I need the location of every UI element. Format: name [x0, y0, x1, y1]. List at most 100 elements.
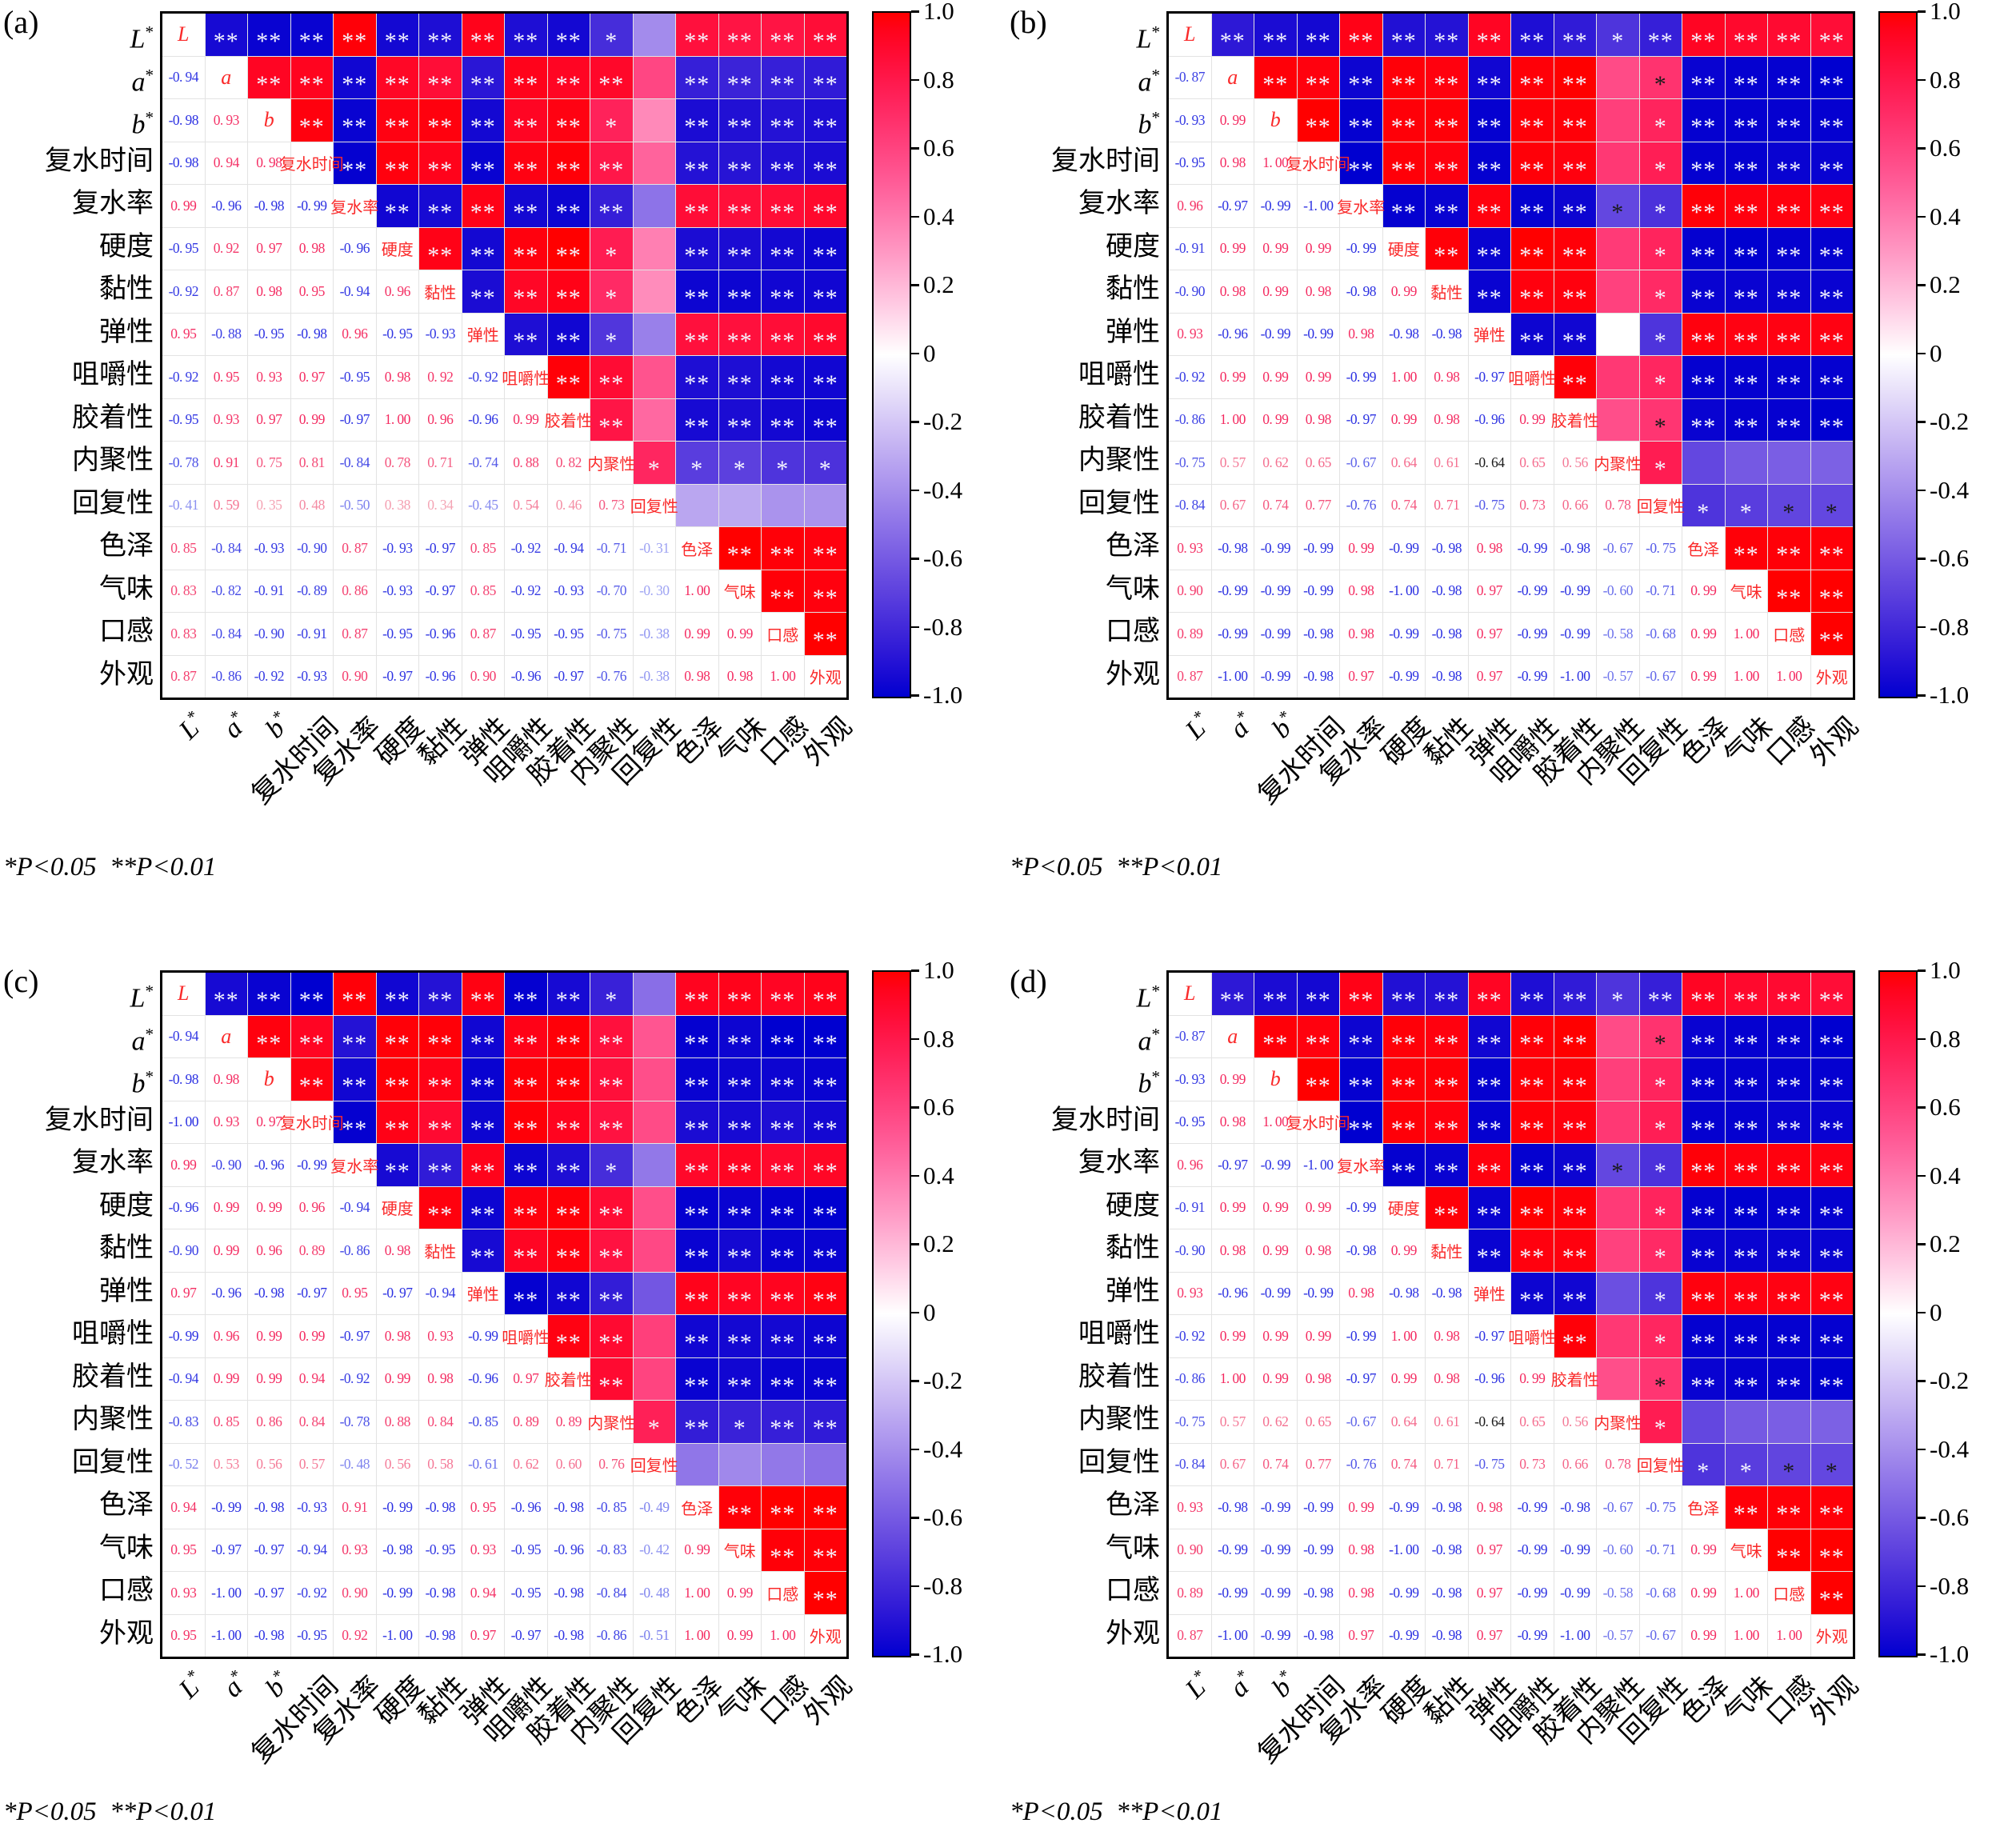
correlation-value-cell: -0. 99: [1297, 1529, 1339, 1571]
heatmap-cell: **: [1511, 1186, 1554, 1229]
correlation-value: 0. 95: [170, 326, 197, 342]
correlation-value: 0. 66: [1562, 1456, 1589, 1473]
heatmap-cell: **: [676, 1357, 718, 1400]
correlation-value-cell: -0. 96: [1468, 1357, 1510, 1400]
correlation-value: 0. 93: [213, 411, 240, 428]
heatmap-cell: **: [1554, 1101, 1596, 1143]
correlation-value-cell: -0. 93: [376, 570, 418, 612]
correlation-value-cell: 0. 93: [1169, 1272, 1211, 1314]
correlation-value: 0. 56: [256, 1456, 282, 1473]
heatmap-cell: **: [718, 1357, 761, 1400]
correlation-value-cell: -0. 99: [1382, 1486, 1425, 1529]
heatmap-cell: **: [376, 1015, 418, 1057]
correlation-value-cell: 0. 65: [1297, 442, 1339, 484]
correlation-value-cell: 0. 62: [1254, 442, 1297, 484]
diagonal-label: 弹性: [1468, 313, 1510, 355]
heatmap-cell: **: [1768, 1144, 1810, 1186]
correlation-value: -0. 98: [1218, 1498, 1248, 1515]
correlation-value-cell: 0. 97: [248, 398, 290, 441]
colorbar-tick: [911, 10, 919, 13]
heatmap-cell: [633, 99, 675, 142]
heatmap-cell: **: [462, 1101, 504, 1143]
heatmap-cell: **: [419, 142, 462, 184]
correlation-value-cell: -0. 98: [1297, 1614, 1339, 1657]
correlation-value-cell: 0. 99: [1254, 270, 1297, 313]
correlation-value: -0. 99: [1389, 668, 1419, 685]
heatmap-cell: [633, 227, 675, 270]
correlation-value-cell: 0. 67: [1211, 484, 1254, 526]
correlation-value: -0. 94: [168, 1028, 199, 1045]
diagonal-label: 复水率: [1337, 185, 1385, 227]
heatmap-cell: **: [376, 973, 418, 1015]
correlation-value-cell: -0. 99: [1340, 227, 1382, 270]
correlation-value-cell: 0. 99: [162, 1144, 205, 1186]
heatmap-cell: **: [762, 14, 804, 56]
correlation-value: 0. 67: [1219, 1456, 1246, 1473]
correlation-value-cell: -0. 99: [1340, 356, 1382, 398]
correlation-value: 0. 99: [1219, 111, 1246, 128]
correlation-value-cell: 0. 94: [462, 1572, 504, 1614]
correlation-value-cell: 0. 87: [205, 270, 247, 313]
heatmap-cell: **: [1511, 1101, 1554, 1143]
correlation-value-cell: 0. 99: [718, 1614, 761, 1657]
heatmap-cell: **: [1511, 142, 1554, 184]
heatmap-cell: [1597, 270, 1639, 313]
correlation-value-cell: -0. 96: [1211, 313, 1254, 355]
colorbar-tick: [911, 694, 919, 697]
heatmap-cell: **: [376, 185, 418, 227]
correlation-value-cell: 0. 96: [334, 313, 376, 355]
heatmap-cell: [633, 1315, 675, 1357]
correlation-value: -0. 98: [1303, 1627, 1334, 1644]
heatmap-cell: **: [762, 1186, 804, 1229]
correlation-value-cell: -0. 99: [1511, 613, 1554, 655]
diagonal-label: 胶着性: [1551, 1357, 1599, 1400]
heatmap-cell: **: [718, 1486, 761, 1529]
heatmap-cell: **: [1511, 14, 1554, 56]
heatmap-cell: **: [762, 270, 804, 313]
correlation-value: -0. 45: [468, 497, 498, 514]
correlation-value: -0. 95: [382, 326, 413, 342]
correlation-value: 0. 88: [513, 454, 539, 470]
heatmap-cell: **: [676, 1272, 718, 1314]
correlation-value-cell: 0. 99: [1682, 1529, 1725, 1571]
heatmap-cell: **: [547, 1101, 590, 1143]
heatmap-cell: **: [334, 1015, 376, 1057]
correlation-value-cell: -0. 87: [1169, 56, 1211, 98]
correlation-value-cell: 0. 99: [1211, 1315, 1254, 1357]
correlation-value: 0. 99: [1690, 1627, 1717, 1644]
diagonal-label: 咀嚼性: [502, 356, 550, 398]
correlation-value: 0. 57: [1219, 1413, 1246, 1429]
heatmap-cell: **: [205, 14, 247, 56]
correlation-value: -0. 99: [1260, 1541, 1291, 1558]
heatmap-cell: [762, 484, 804, 526]
correlation-value-cell: 0. 74: [1254, 484, 1297, 526]
y-axis-label: 弹性: [1106, 317, 1160, 347]
correlation-value-cell: 0. 61: [1426, 442, 1468, 484]
x-axis-label: 外观: [798, 1671, 858, 1731]
correlation-value: 0. 99: [1390, 411, 1418, 428]
correlation-value-cell: -0. 95: [1169, 142, 1211, 184]
correlation-value-cell: -0. 96: [547, 1529, 590, 1571]
correlation-value-cell: 0. 93: [248, 356, 290, 398]
correlation-value-cell: -0. 99: [1554, 1529, 1596, 1571]
correlation-value-cell: 0. 93: [205, 1101, 247, 1143]
correlation-value-cell: 0. 97: [505, 1357, 547, 1400]
correlation-value: 0. 93: [213, 1113, 240, 1130]
correlation-value: 0. 74: [1390, 497, 1418, 514]
colorbar-tick: [911, 215, 919, 218]
correlation-value-cell: 0. 99: [1254, 1357, 1297, 1400]
heatmap-cell: **: [676, 356, 718, 398]
correlation-value: 1. 00: [770, 668, 796, 685]
correlation-value-cell: -0. 93: [547, 570, 590, 612]
heatmap-cell: [1682, 442, 1725, 484]
colorbar-tick: [1918, 626, 1926, 628]
heatmap-cell: **: [1725, 99, 1767, 142]
heatmap-cell: **: [1810, 527, 1853, 570]
heatmap-cell: *: [1597, 1144, 1639, 1186]
heatmap-cell: **: [804, 1058, 846, 1101]
heatmap-cell: **: [1468, 14, 1510, 56]
correlation-value: 0. 97: [1348, 668, 1374, 685]
correlation-value: -0. 98: [1560, 1498, 1590, 1515]
correlation-value-cell: -0. 64: [1468, 1401, 1510, 1443]
x-axis-label: a*: [217, 1665, 248, 1704]
